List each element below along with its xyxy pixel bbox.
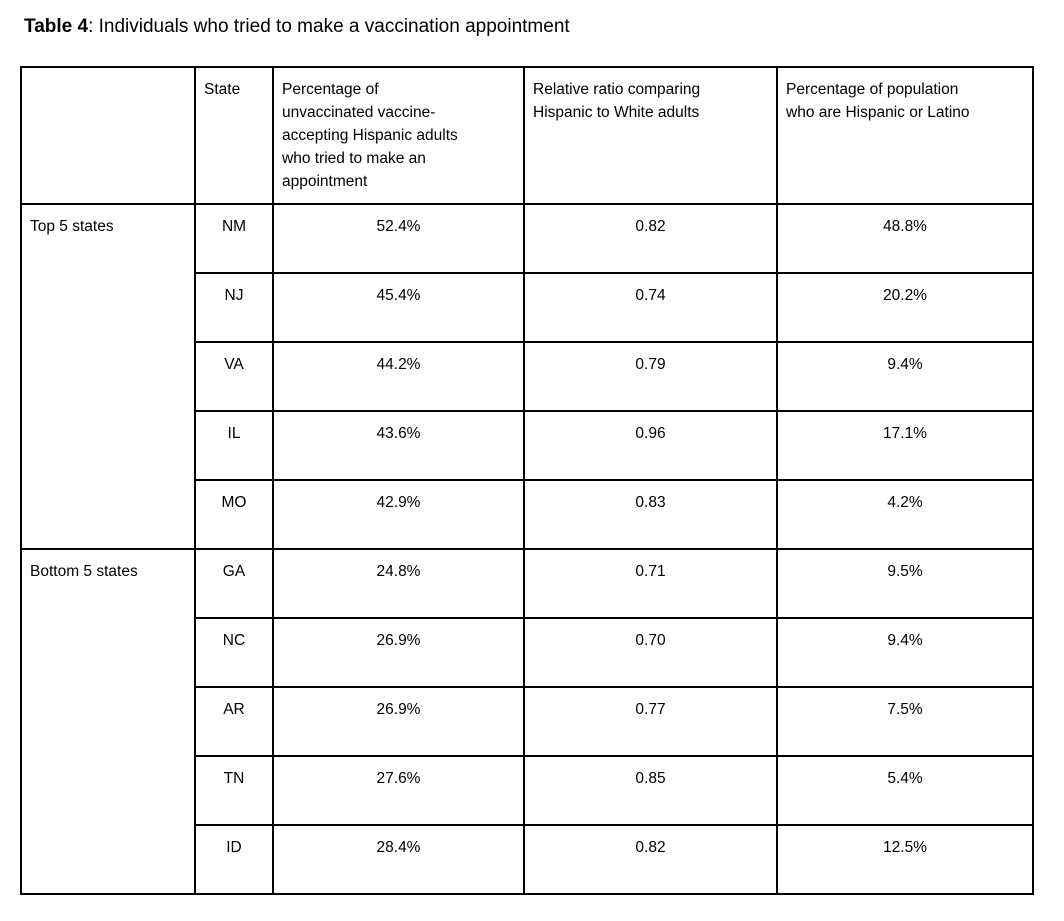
table-header-row: State Percentage of unvaccinated vaccine… [20, 66, 1034, 205]
state-abbrev: TN [194, 755, 274, 826]
table-row-mo: MO 42.9% 0.83 4.2% [21, 479, 1034, 550]
pop-value: 17.1% [776, 410, 1034, 481]
state-abbrev: NM [194, 203, 274, 274]
pop-value: 5.4% [776, 755, 1034, 826]
state-abbrev: NC [194, 617, 274, 688]
header-group-empty [20, 66, 196, 205]
ratio-value: 0.96 [523, 410, 778, 481]
ratio-value: 0.82 [523, 203, 778, 274]
table-caption-text: : Individuals who tried to make a vaccin… [88, 16, 570, 37]
pct-tried-value: 26.9% [272, 686, 525, 757]
ratio-value: 0.85 [523, 755, 778, 826]
pct-tried-value: 43.6% [272, 410, 525, 481]
vaccination-appointment-table: State Percentage of unvaccinated vaccine… [20, 66, 1034, 895]
pct-tried-value: 24.8% [272, 548, 525, 619]
header-state: State [194, 66, 274, 205]
pop-value: 48.8% [776, 203, 1034, 274]
state-abbrev: IL [194, 410, 274, 481]
ratio-value: 0.82 [523, 824, 778, 895]
pct-tried-value: 44.2% [272, 341, 525, 412]
ratio-value: 0.71 [523, 548, 778, 619]
pop-value: 7.5% [776, 686, 1034, 757]
state-abbrev: ID [194, 824, 274, 895]
pop-value: 12.5% [776, 824, 1034, 895]
header-relative-ratio: Relative ratio comparing Hispanic to Whi… [523, 66, 778, 205]
state-abbrev: MO [194, 479, 274, 550]
pct-tried-value: 27.6% [272, 755, 525, 826]
table-row-id: ID 28.4% 0.82 12.5% [21, 824, 1034, 895]
state-abbrev: AR [194, 686, 274, 757]
ratio-value: 0.79 [523, 341, 778, 412]
pop-value: 4.2% [776, 479, 1034, 550]
pop-value: 20.2% [776, 272, 1034, 343]
pct-tried-value: 45.4% [272, 272, 525, 343]
pct-tried-value: 26.9% [272, 617, 525, 688]
header-pop-hispanic: Percentage of population who are Hispani… [776, 66, 1034, 205]
ratio-value: 0.83 [523, 479, 778, 550]
group-label-bottom5: Bottom 5 states [20, 548, 196, 895]
ratio-value: 0.74 [523, 272, 778, 343]
table-row-nm: Top 5 states NM 52.4% 0.82 48.8% [20, 203, 1034, 550]
header-pct-tried: Percentage of unvaccinated vaccine- acce… [272, 66, 525, 205]
table-row-nj: NJ 45.4% 0.74 20.2% [21, 272, 1034, 343]
state-abbrev: NJ [194, 272, 274, 343]
ratio-value: 0.77 [523, 686, 778, 757]
table-row-nc: NC 26.9% 0.70 9.4% [21, 617, 1034, 688]
table-row-tn: TN 27.6% 0.85 5.4% [21, 755, 1034, 826]
group-label-top5: Top 5 states [20, 203, 196, 550]
table-row-va: VA 44.2% 0.79 9.4% [21, 341, 1034, 412]
table-row-il: IL 43.6% 0.96 17.1% [21, 410, 1034, 481]
pop-value: 9.5% [776, 548, 1034, 619]
table-caption-label: Table 4 [24, 16, 89, 37]
table-row-ar: AR 26.9% 0.77 7.5% [21, 686, 1034, 757]
table-row-ga: Bottom 5 states GA 24.8% 0.71 9.5% [20, 548, 1034, 895]
ratio-value: 0.70 [523, 617, 778, 688]
pct-tried-value: 42.9% [272, 479, 525, 550]
pop-value: 9.4% [776, 617, 1034, 688]
pop-value: 9.4% [776, 341, 1034, 412]
table-caption: Table 4: Individuals who tried to make a… [0, 0, 1064, 40]
state-abbrev: VA [194, 341, 274, 412]
pct-tried-value: 52.4% [272, 203, 525, 274]
state-abbrev: GA [194, 548, 274, 619]
pct-tried-value: 28.4% [272, 824, 525, 895]
